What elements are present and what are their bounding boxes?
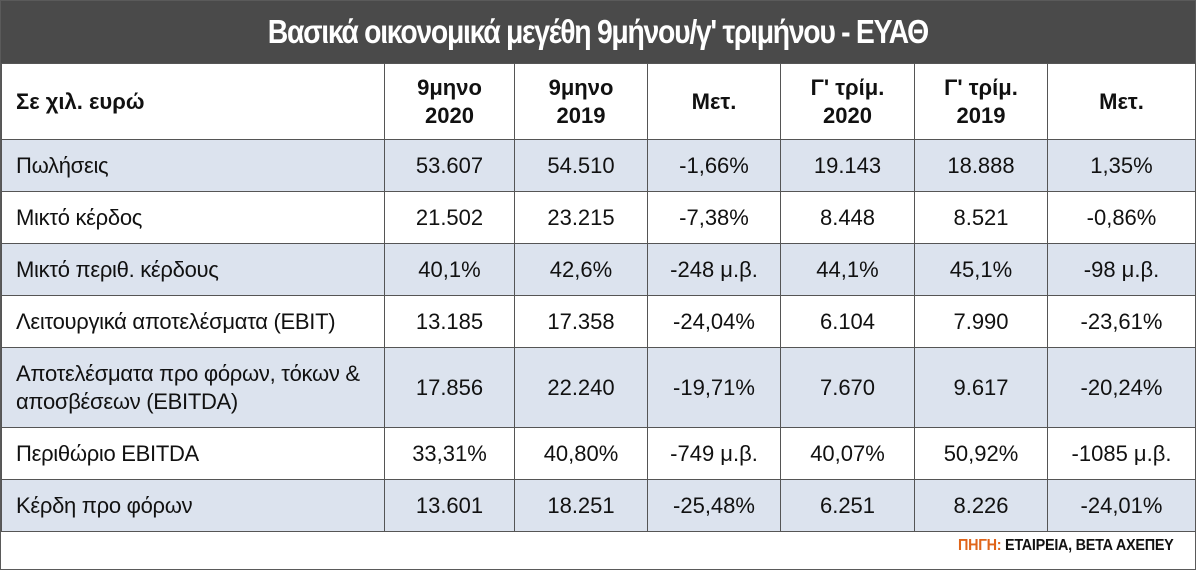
cell: 45,1% [914,243,1048,296]
cell: 13.185 [384,295,515,348]
row-label: Κέρδη προ φόρων [1,479,385,532]
cell: 19.143 [780,139,915,192]
cell: 8.448 [780,191,915,244]
cell: -1,66% [647,139,781,192]
header-q3-2019: Γ' τρίμ. 2019 [914,63,1048,140]
cell: 17.358 [514,295,648,348]
cell: 6.104 [780,295,915,348]
header-9m-2019: 9μηνο 2019 [514,63,648,140]
cell: 9.617 [914,347,1048,428]
cell: 22.240 [514,347,648,428]
row-label: Περιθώριο EBITDA [1,427,385,480]
cell: -98 μ.β. [1047,243,1196,296]
row-label: Λειτουργικά αποτελέσματα (EBIT) [1,295,385,348]
cell: 40,07% [780,427,915,480]
header-unit: Σε χιλ. ευρώ [1,63,385,140]
title-bar: Βασικά οικονομικά μεγέθη 9μήνου/γ' τριμή… [1,1,1195,63]
cell: 8.226 [914,479,1048,532]
row-label: Μικτό κέρδος [1,191,385,244]
cell: 7.670 [780,347,915,428]
cell: 50,92% [914,427,1048,480]
row-label: Πωλήσεις [1,139,385,192]
cell: 18.888 [914,139,1048,192]
cell: 53.607 [384,139,515,192]
header-9m-2020: 9μηνο 2020 [384,63,515,140]
table-row: Λειτουργικά αποτελέσματα (EBIT) 13.185 1… [1,295,1196,348]
cell: -23,61% [1047,295,1196,348]
cell: 1,35% [1047,139,1196,192]
cell: -7,38% [647,191,781,244]
cell: -248 μ.β. [647,243,781,296]
table-row: Πωλήσεις 53.607 54.510 -1,66% 19.143 18.… [1,139,1196,192]
table-title: Βασικά οικονομικά μεγέθη 9μήνου/γ' τριμή… [267,13,929,50]
cell: 7.990 [914,295,1048,348]
header-q3-2020: Γ' τρίμ. 2020 [780,63,915,140]
cell: 17.856 [384,347,515,428]
cell: -0,86% [1047,191,1196,244]
table-row: Αποτελέσματα προ φόρων, τόκων & αποσβέσε… [1,347,1196,428]
cell: -20,24% [1047,347,1196,428]
source-value: ΕΤΑΙΡΕΙΑ, ΒΕΤΑ ΑΧΕΠΕΥ [1004,537,1174,554]
table-row: Περιθώριο EBITDA 33,31% 40,80% -749 μ.β.… [1,427,1196,480]
cell: 42,6% [514,243,648,296]
cell: 33,31% [384,427,515,480]
table-row: Μικτό περιθ. κέρδους 40,1% 42,6% -248 μ.… [1,243,1196,296]
cell: 13.601 [384,479,515,532]
cell: -25,48% [647,479,781,532]
cell: 44,1% [780,243,915,296]
cell: 54.510 [514,139,648,192]
cell: 18.251 [514,479,648,532]
table-row: Μικτό κέρδος 21.502 23.215 -7,38% 8.448 … [1,191,1196,244]
header-change-9m: Μετ. [647,63,781,140]
cell: 6.251 [780,479,915,532]
source-label: ΠΗΓΗ: [957,537,1001,554]
cell: -749 μ.β. [647,427,781,480]
cell: 40,80% [514,427,648,480]
financials-table: Σε χιλ. ευρώ 9μηνο 2020 9μηνο 2019 Μετ. Γ'… [1,63,1196,532]
cell: 8.521 [914,191,1048,244]
source-note: ΠΗΓΗ: ΕΤΑΙΡΕΙΑ, ΒΕΤΑ ΑΧΕΠΕΥ [957,537,1173,555]
cell: -1085 μ.β. [1047,427,1196,480]
cell: -24,04% [647,295,781,348]
header-change-q3: Μετ. [1047,63,1196,140]
cell: -19,71% [647,347,781,428]
header-row: Σε χιλ. ευρώ 9μηνο 2020 9μηνο 2019 Μετ. Γ'… [1,63,1196,140]
cell: 23.215 [514,191,648,244]
row-label: Αποτελέσματα προ φόρων, τόκων & αποσβέσε… [1,347,385,428]
cell: 40,1% [384,243,515,296]
row-label: Μικτό περιθ. κέρδους [1,243,385,296]
cell: -24,01% [1047,479,1196,532]
cell: 21.502 [384,191,515,244]
table-row: Κέρδη προ φόρων 13.601 18.251 -25,48% 6.… [1,479,1196,532]
